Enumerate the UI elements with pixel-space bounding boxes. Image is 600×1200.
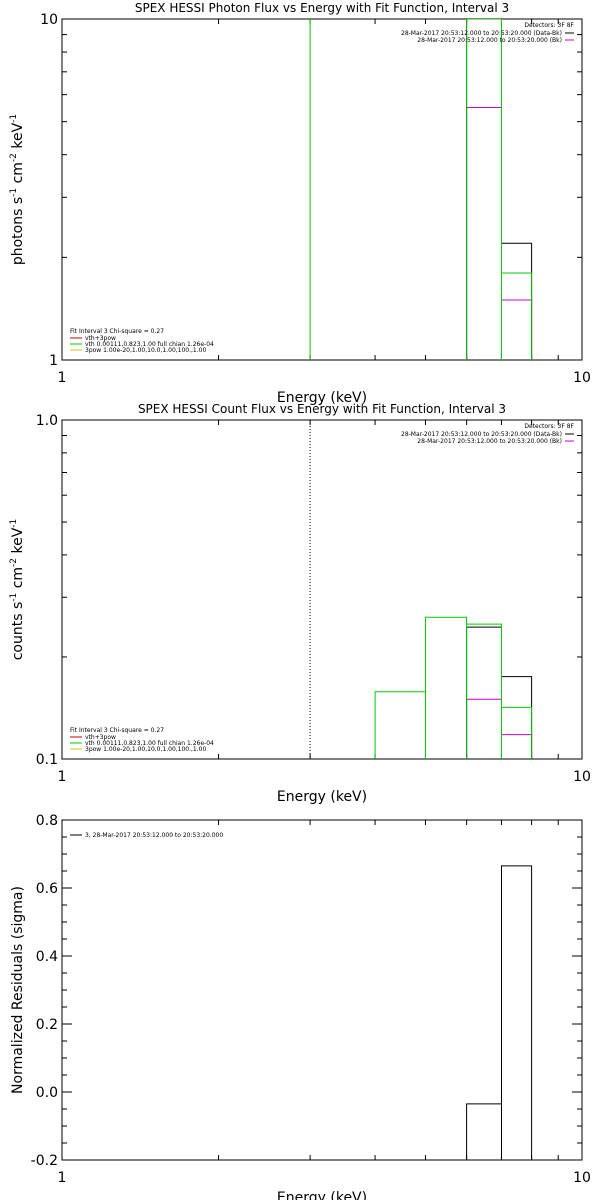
y-tick-label: 0.4	[36, 949, 58, 965]
y-axis-label-part: keV	[10, 122, 26, 153]
x-tick-label: 1	[58, 1170, 67, 1186]
x-axis-label: Energy (keV)	[277, 789, 367, 805]
legend-entry: 28-Mar-2017 20:53:12.000 to 20:53:20.000…	[401, 431, 562, 438]
y-axis-label-part: cm	[10, 567, 26, 593]
y-axis-label-part: keV	[10, 527, 26, 558]
histogram-series-1	[466, 107, 533, 360]
y-axis-label-part: -2	[9, 558, 19, 567]
x-tick-label: 1	[58, 370, 67, 386]
legend-top-left: 3, 28-Mar-2017 20:53:12.000 to 20:53:20.…	[70, 832, 223, 839]
y-tick-label: 10	[40, 12, 58, 28]
y-tick-label: 0.1	[36, 752, 58, 768]
plot-frame	[61, 419, 583, 760]
y-axis-label-part: counts s	[10, 602, 26, 661]
legend-header: Detectors: 3F 8F	[524, 22, 574, 29]
legend-entry: 28-Mar-2017 20:53:12.000 to 20:53:20.000…	[417, 37, 562, 44]
legend-bottom-left: Fit Interval 3 Chi-square = 0.27vth+3pow…	[70, 727, 214, 753]
legend-entry: 28-Mar-2017 20:53:12.000 to 20:53:20.000…	[401, 30, 562, 37]
panel-3: 1 10 -0.2 0.0 0.2 0.4 0.6 0.8 Energy (keV) Normal…	[10, 813, 591, 1200]
histogram-series-3	[374, 616, 533, 759]
legend-entry: 3pow 1.00e-20,1.00,10.0,1.00,100.,1.00	[85, 347, 206, 354]
legend-entry: vth 0.00111,0.823,1.00 full chian 1.26e-…	[85, 341, 214, 348]
x-tick-label: 10	[573, 1170, 591, 1186]
y-axis-label-part: -1	[9, 593, 19, 602]
y-tick-label: 0.6	[36, 881, 58, 897]
legend-header: Fit Interval 3 Chi-square = 0.27	[70, 328, 164, 335]
x-tick-label: 10	[573, 370, 591, 386]
legend-entry: 28-Mar-2017 20:53:12.000 to 20:53:20.000…	[417, 438, 562, 445]
y-axis-label-part: cm	[10, 162, 26, 188]
legend-entry: vth+3pow	[85, 734, 116, 741]
panel-1: 1 10 1 10 SPEX HESSI Photon Flux vs Energy w…	[9, 1, 591, 406]
x-tick-label: 10	[573, 769, 591, 785]
legend-bottom-left: Fit Interval 3 Chi-square = 0.27vth+3pow…	[70, 328, 214, 354]
y-axis-label-part: -2	[9, 153, 19, 162]
x-axis-label: Energy (keV)	[277, 1190, 367, 1200]
y-axis-label: photons s-1 cm-2 keV-1	[9, 114, 26, 265]
y-tick-label: 1.0	[36, 413, 58, 429]
y-tick-label: 0.2	[36, 1017, 58, 1033]
histogram-series-2	[466, 19, 533, 360]
histogram-series-1	[466, 698, 533, 759]
legend-entry: vth 0.00111,0.823,1.00 full chian 1.26e-…	[85, 740, 214, 747]
y-axis-label-part: -1	[9, 519, 19, 528]
chart-title: SPEX HESSI Photon Flux vs Energy with Fi…	[135, 1, 509, 15]
legend-entry: 3pow 1.00e-20,1.00,10.0,1.00,100.,1.00	[85, 746, 206, 753]
legend-header: Detectors: 3F 8F	[524, 423, 574, 430]
histogram-series-3	[466, 19, 533, 360]
chart-title: SPEX HESSI Count Flux vs Energy with Fit…	[138, 402, 506, 416]
y-axis-label: counts s-1 cm-2 keV-1	[9, 519, 26, 661]
y-axis-label-part: photons s	[10, 197, 26, 265]
y-tick-label: 0.8	[36, 813, 58, 829]
y-axis-label: Normalized Residuals (sigma)	[10, 886, 26, 1094]
panel-2: 1 10 0.1 1.0 SPEX HESSI Count Flux vs Energy…	[9, 402, 591, 805]
plot-frame	[61, 18, 583, 361]
y-tick-label: 1	[49, 353, 58, 369]
legend-entry: vth+3pow	[85, 335, 116, 342]
x-tick-label: 1	[58, 769, 67, 785]
y-tick-label: -0.2	[31, 1153, 58, 1169]
y-axis-label-part: -1	[9, 114, 19, 123]
y-tick-label: 0.0	[36, 1085, 58, 1101]
y-axis-label-part: Normalized Residuals (sigma)	[10, 886, 26, 1094]
legend-entry: 3, 28-Mar-2017 20:53:12.000 to 20:53:20.…	[85, 832, 223, 839]
histogram-series-1	[466, 865, 533, 1160]
plot-frame	[61, 819, 583, 1161]
y-axis-label-part: -1	[9, 188, 19, 197]
histogram-series-2	[466, 626, 533, 759]
legend-header: Fit Interval 3 Chi-square = 0.27	[70, 727, 164, 734]
x-axis-label: Energy (keV)	[277, 390, 367, 406]
